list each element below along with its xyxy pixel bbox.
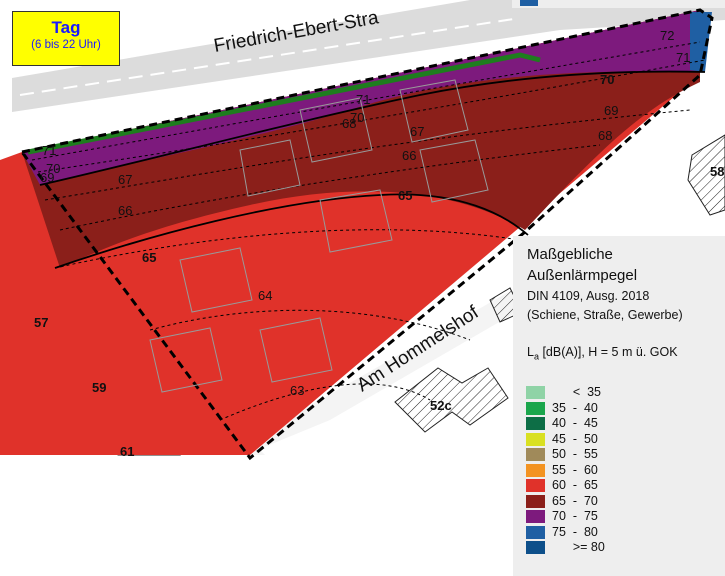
legend: Maßgebliche Außenlärmpegel DIN 4109, Aus…: [513, 236, 725, 576]
legend-swatch: [526, 479, 545, 492]
legend-item: 45 - 50: [526, 431, 706, 446]
contour-label: 66: [118, 203, 132, 218]
legend-item: 55 - 60: [526, 462, 706, 477]
building-58: [687, 134, 725, 216]
legend-title-line2: Außenlärmpegel: [527, 267, 638, 284]
legend-item: 35 - 40: [526, 400, 706, 415]
legend-swatch: [526, 417, 545, 430]
legend-metric-prefix: L: [527, 345, 534, 359]
study-area-border: [20, 8, 714, 461]
contour-label: 69: [604, 103, 618, 118]
contour-label: 69: [40, 170, 54, 185]
legend-swatch: [526, 386, 545, 399]
contour-main: [39, 70, 706, 269]
building-outlines: [149, 79, 489, 393]
contour-label: 67: [118, 172, 132, 187]
house-number-61: 61: [120, 444, 134, 459]
legend-norm: DIN 4109, Ausg. 2018: [527, 289, 650, 303]
noise-wall: [27, 52, 541, 155]
legend-label: 60 - 65: [552, 478, 598, 492]
legend-swatch: [526, 448, 545, 461]
legend-item: 50 - 55: [526, 447, 706, 461]
legend-label: 45 - 50: [552, 431, 598, 446]
contour-label: 68: [598, 128, 612, 143]
street-centerline: [19, 17, 521, 96]
legend-label: 55 - 60: [552, 462, 598, 477]
contour-label: 72: [660, 28, 674, 43]
zone-75-80: [690, 12, 712, 72]
contour-label: 68: [342, 116, 356, 131]
contour-label: 70: [46, 161, 60, 176]
time-period-title: Tag: [51, 18, 81, 37]
building-52c: [394, 367, 509, 433]
time-period-subtitle: (6 bis 22 Uhr): [31, 39, 101, 51]
contour-label: 70: [600, 72, 614, 87]
contour-label: 67: [410, 124, 424, 139]
legend-swatch: [526, 401, 545, 415]
legend-swatch: [526, 494, 545, 508]
legend-item: 40 - 45: [526, 416, 706, 430]
legend-metric: La [dB(A)], H = 5 m ü. GOK: [527, 344, 678, 365]
contour-label: 71: [356, 92, 370, 107]
contour-label: 65: [398, 188, 412, 203]
legend-label: 40 - 45: [552, 416, 598, 430]
legend-label: 75 - 80: [552, 524, 598, 539]
contour-label: 64: [258, 288, 272, 303]
legend-label: 35 - 40: [552, 400, 598, 415]
legend-fragment-swatch: [520, 0, 538, 6]
legend-swatch: [526, 510, 545, 523]
zone-70-75: [22, 10, 705, 185]
legend-title-line1: Maßgebliche: [527, 246, 613, 263]
contour-label: 65: [142, 250, 156, 265]
house-number-58: 58: [710, 164, 724, 179]
legend-swatch: [526, 432, 545, 446]
legend-item: >= 80: [526, 540, 706, 554]
legend-swatch: [526, 541, 545, 554]
contour-label: 63: [290, 383, 304, 398]
contour-label: 71: [42, 143, 56, 158]
legend-item: 75 - 80: [526, 524, 706, 539]
contour-lines: [31, 41, 706, 421]
contour-label: 71: [676, 50, 690, 65]
legend-label: 65 - 70: [552, 493, 598, 508]
time-period-box: Tag (6 bis 22 Uhr): [12, 11, 120, 66]
legend-metric-suffix: [dB(A)], H = 5 m ü. GOK: [538, 345, 678, 359]
legend-item: < 35: [526, 385, 706, 399]
legend-label: 70 - 75: [552, 509, 598, 523]
house-number-59: 59: [92, 380, 106, 395]
legend-sources: (Schiene, Straße, Gewerbe): [527, 308, 683, 322]
legend-fragment: [512, 0, 725, 8]
legend-item: 65 - 70: [526, 493, 706, 508]
contour-label: 70: [350, 110, 364, 125]
legend-label: >= 80: [552, 540, 605, 554]
street-friedrich-ebert: [12, 0, 725, 112]
legend-swatch: [526, 463, 545, 477]
legend-swatch: [526, 525, 545, 539]
legend-label: 50 - 55: [552, 447, 598, 461]
house-number-57: 57: [34, 315, 48, 330]
house-number-52c: 52c: [430, 398, 452, 413]
contour-label: 66: [402, 148, 416, 163]
legend-metric-sub: a: [533, 351, 539, 362]
legend-label: < 35: [552, 385, 601, 399]
legend-item: 60 - 65: [526, 478, 706, 492]
street-am-hommelshof-2: [240, 290, 520, 455]
legend-item: 70 - 75: [526, 509, 706, 523]
